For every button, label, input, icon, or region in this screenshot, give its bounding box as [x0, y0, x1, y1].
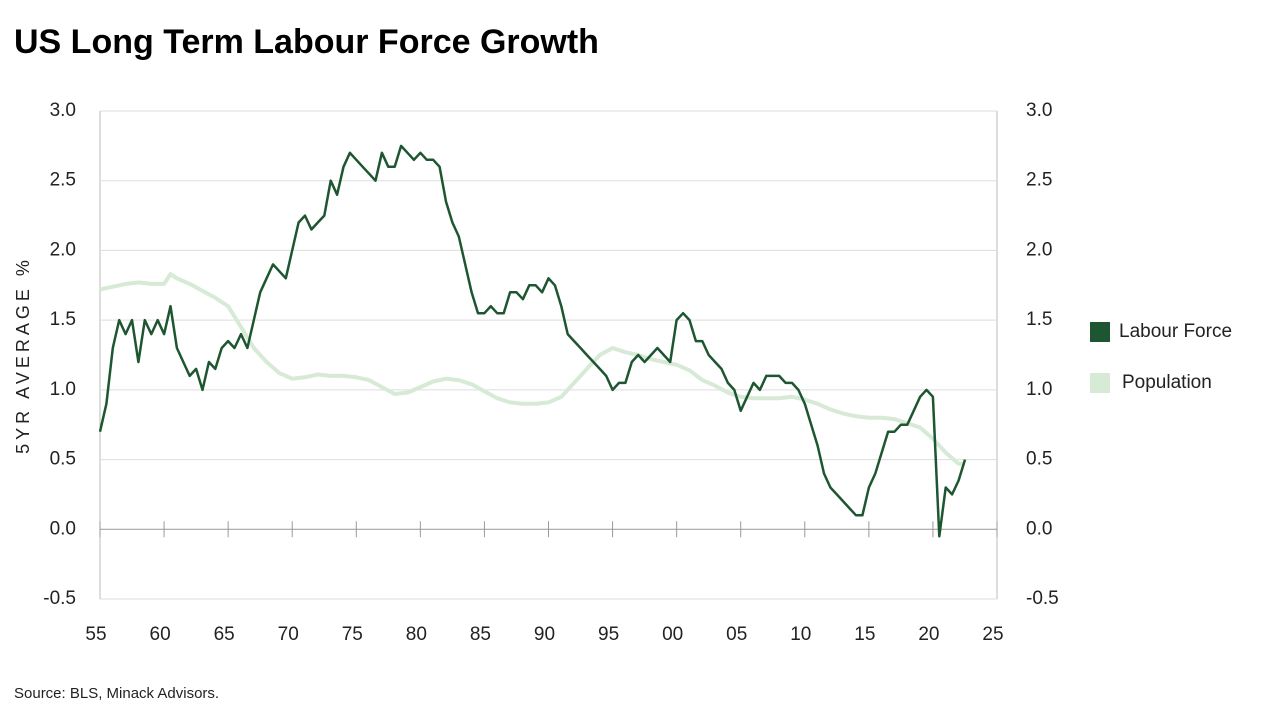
y2-tick-label: 1.0: [1026, 379, 1052, 400]
y-axis-label: 5YR AVERAGE %: [13, 256, 33, 454]
y2-tick-label: 0.5: [1026, 449, 1052, 470]
x-tick-label: 55: [85, 624, 106, 645]
x-tick-label: 60: [150, 624, 171, 645]
legend-label: Population: [1122, 372, 1212, 393]
x-tick-label: 85: [470, 624, 491, 645]
y2-tick-label: 2.5: [1026, 170, 1052, 191]
y-tick-label: 0.0: [50, 518, 76, 539]
x-tick-label: 90: [534, 624, 555, 645]
series-line: [99, 272, 965, 466]
x-tick-label: 20: [918, 624, 939, 645]
y-tick-label: 0.5: [50, 449, 76, 470]
y-tick-label: 2.0: [50, 239, 76, 260]
y-tick-label: 3.0: [50, 100, 76, 121]
x-tick-label: 15: [854, 624, 875, 645]
y-tick-label: 2.5: [50, 170, 76, 191]
x-tick-label: 25: [982, 624, 1003, 645]
y-tick-label: -0.5: [43, 588, 76, 609]
y-tick-label: 1.5: [50, 309, 76, 330]
source-note: Source: BLS, Minack Advisors.: [14, 685, 219, 702]
x-tick-label: 75: [342, 624, 363, 645]
y2-tick-label: -0.5: [1026, 588, 1059, 609]
y-tick-label: 1.0: [50, 379, 76, 400]
x-tick-label: 70: [278, 624, 299, 645]
x-tick-label: 80: [406, 624, 427, 645]
x-tick-label: 95: [598, 624, 619, 645]
x-tick-label: 10: [790, 624, 811, 645]
legend-swatch: [1090, 322, 1110, 342]
x-tick-label: 65: [214, 624, 235, 645]
x-tick-label: 00: [662, 624, 683, 645]
y2-tick-label: 2.0: [1026, 239, 1052, 260]
series-line: [98, 144, 967, 538]
legend-label: Labour Force: [1119, 321, 1232, 342]
chart-title: US Long Term Labour Force Growth: [14, 23, 599, 61]
x-tick-label: 05: [726, 624, 747, 645]
y2-tick-label: 3.0: [1026, 100, 1052, 121]
y2-tick-label: 0.0: [1026, 518, 1052, 539]
legend-swatch: [1090, 373, 1110, 393]
y2-tick-label: 1.5: [1026, 309, 1052, 330]
